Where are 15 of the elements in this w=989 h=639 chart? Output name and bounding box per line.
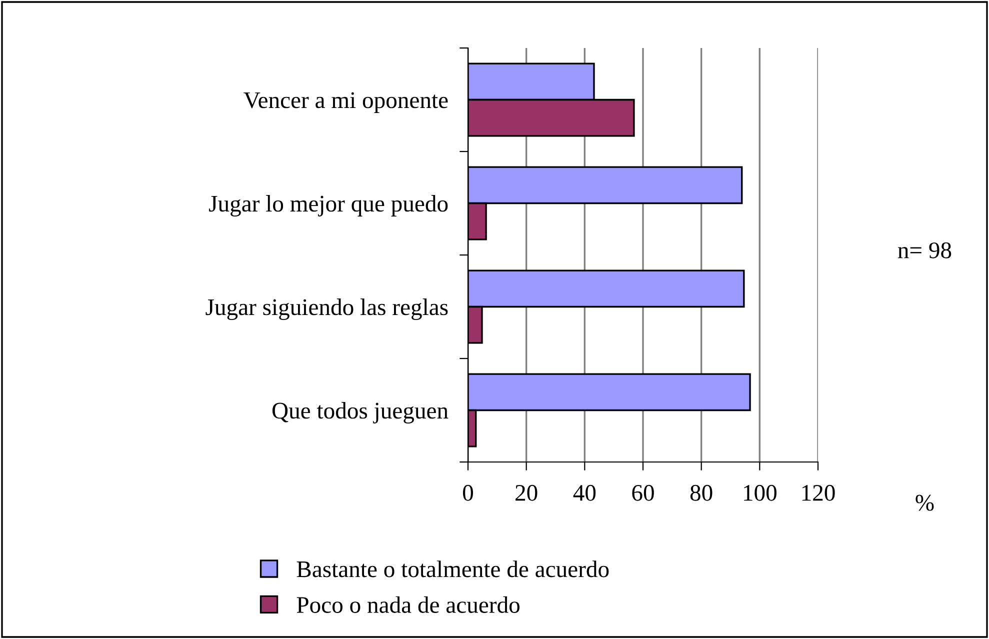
x-tick-label: 20 bbox=[516, 484, 538, 501]
x-tick-label: 60 bbox=[632, 484, 654, 501]
y-tick-label: Vencer a mi oponente bbox=[244, 92, 448, 113]
text: % bbox=[916, 494, 934, 511]
x-tick-label: 120 bbox=[802, 484, 835, 501]
x-tick-label: 100 bbox=[744, 484, 776, 501]
x-tick-label: 80 bbox=[690, 484, 712, 501]
y-tick-label: Jugar siguiendo las reglas bbox=[206, 298, 448, 320]
legend-label: Poco o nada de acuerdo bbox=[296, 596, 520, 613]
legend-label: Bastante o totalmente de acuerdo bbox=[296, 560, 609, 578]
y-tick-label: Que todos jueguen bbox=[272, 402, 448, 424]
x-tick-label: 0 bbox=[462, 484, 474, 501]
x-tick-label: 40 bbox=[573, 484, 596, 501]
text: n= 98 bbox=[898, 242, 952, 258]
y-tick-label: Jugar lo mejor que puedo bbox=[209, 195, 448, 217]
